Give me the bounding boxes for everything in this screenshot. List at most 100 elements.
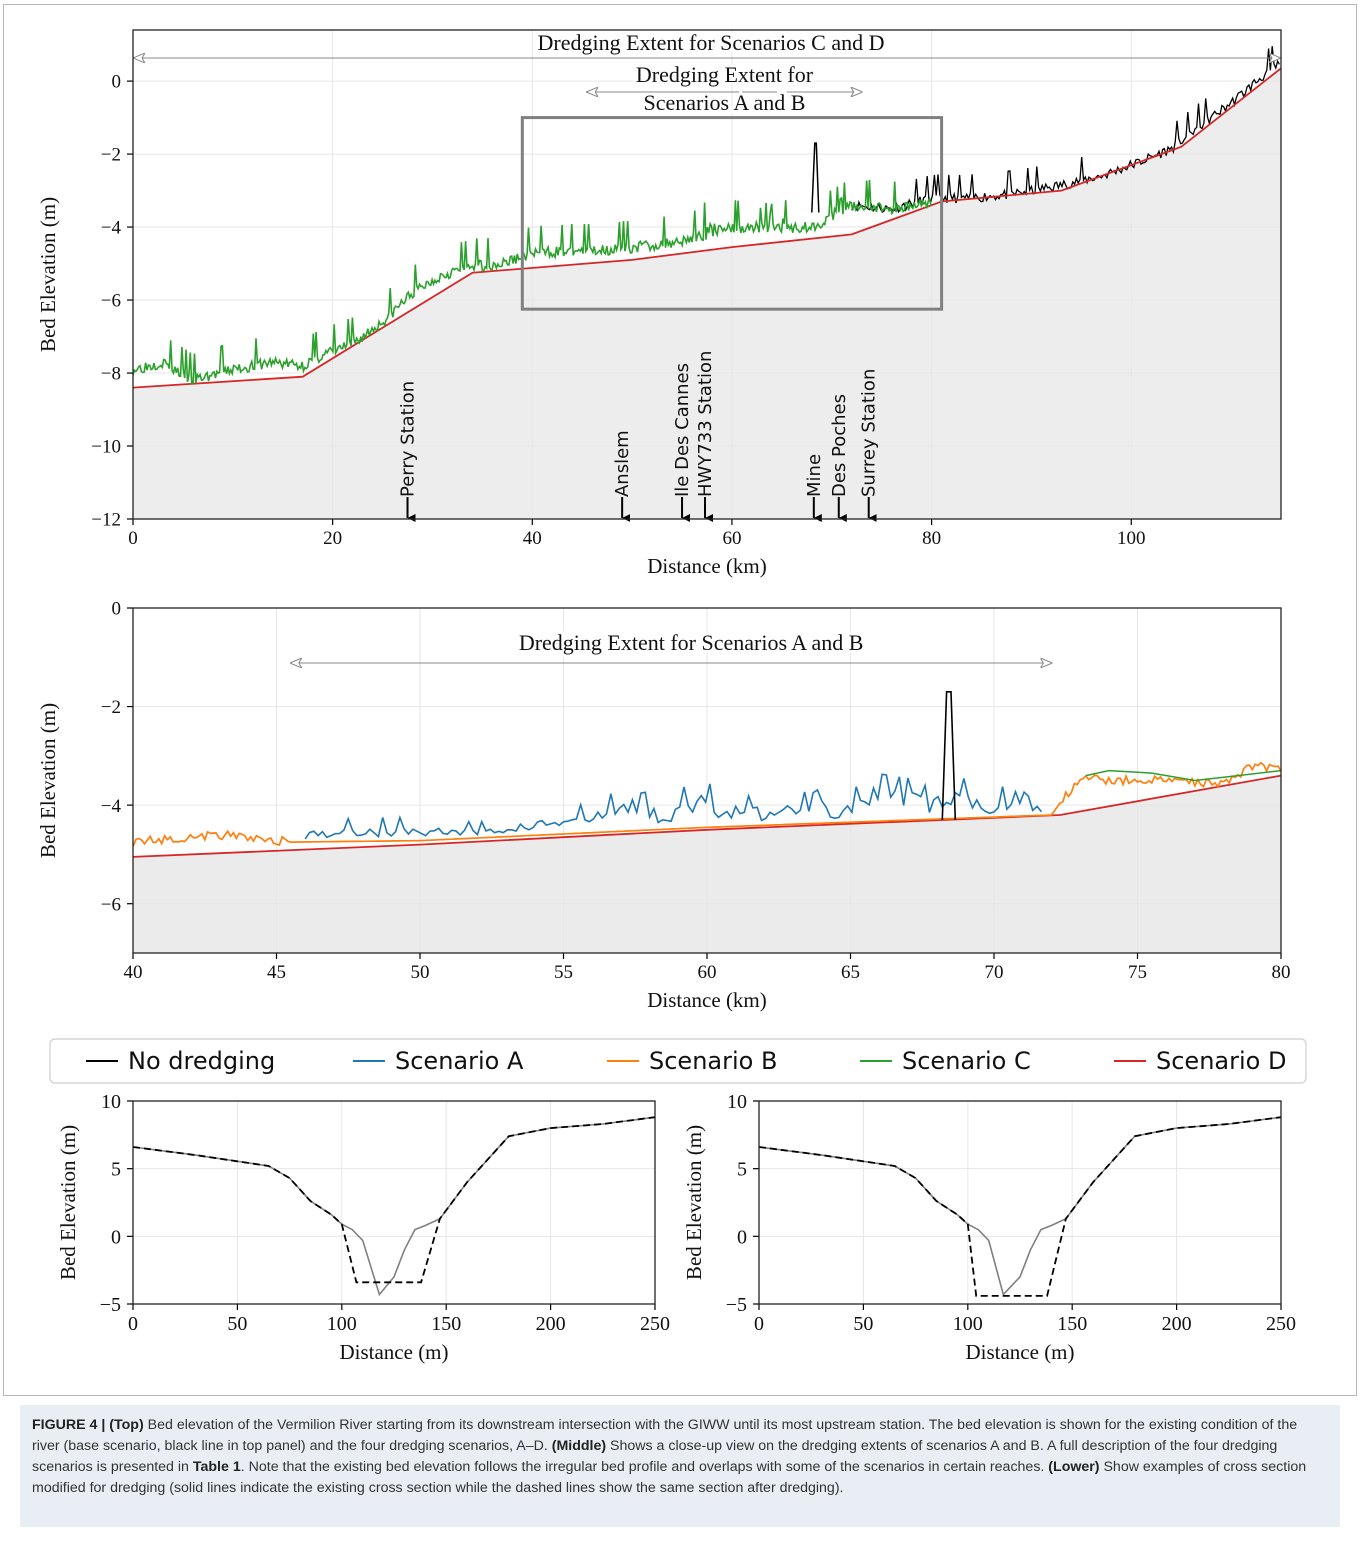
x-axis-label: Distance (m) [965, 1340, 1074, 1364]
x-tick-label: 150 [431, 1313, 461, 1335]
y-tick-label: 5 [737, 1159, 747, 1181]
y-tick-label: −6 [101, 291, 121, 312]
plot-frame [132, 1100, 656, 1305]
y-tick-label: 0 [111, 1226, 121, 1248]
station-label: Surrey Station [859, 369, 880, 497]
x-tick-label: 0 [128, 1313, 138, 1335]
y-tick-label: −2 [101, 145, 121, 166]
series-scenario-a-line [304, 773, 1043, 840]
y-tick-label: 0 [112, 72, 122, 93]
x-tick-label: 250 [640, 1313, 670, 1335]
plot-frame [758, 1100, 1282, 1305]
legend-label: Scenario B [649, 1047, 777, 1075]
top-panel: 0 20 40 60 80 100 0 −2 −4 −6 −8 −10 −12 Distance (km)… [36, 27, 1282, 578]
x-tick-label: 0 [128, 528, 138, 549]
legend-label: Scenario C [902, 1047, 1031, 1075]
y-axis-label: Bed Elevation (m) [36, 197, 60, 352]
plot-frame [132, 607, 1282, 954]
legend-label: Scenario A [395, 1047, 524, 1075]
caption-lower-text: Show examples of cross section modified … [32, 1459, 1307, 1496]
x-tick-label: 200 [1162, 1313, 1192, 1335]
y-tick-label: −6 [101, 894, 121, 915]
x-tick-label: 250 [1266, 1313, 1296, 1335]
plot-frame [132, 29, 1282, 520]
series-no-dredging-spike-line [941, 690, 957, 820]
y-tick-label: 10 [727, 1091, 747, 1113]
extent-label-cd: Dredging Extent for Scenarios C and D [537, 30, 884, 55]
x-tick-label: 65 [841, 962, 860, 983]
y-tick-label: 0 [737, 1226, 747, 1248]
legend-label: Scenario D [1156, 1047, 1286, 1075]
bed-fill [133, 68, 1281, 520]
x-tick-label: 60 [722, 528, 741, 549]
middle-panel: 40 45 50 55 60 65 70 75 80 0 −2 −4 −6 Distance (km) Be… [36, 599, 1291, 1012]
y-tick-label: 5 [111, 1159, 121, 1181]
x-tick-label: 100 [327, 1313, 357, 1335]
x-tick-label: 0 [754, 1313, 764, 1335]
series-existing-line [132, 1116, 656, 1297]
x-tick-label: 45 [267, 962, 286, 983]
y-tick-label: −8 [101, 364, 121, 385]
x-tick-label: 200 [536, 1313, 566, 1335]
y-tick-label: −2 [101, 697, 121, 718]
caption-middle-text-2: . Note that the existing bed elevation f… [240, 1459, 1049, 1475]
bed-fill-group [133, 68, 1281, 520]
station-label: Anslem [612, 430, 633, 497]
x-tick-label: 80 [922, 528, 941, 549]
y-tick-label: −4 [101, 796, 122, 817]
legend-box [49, 1038, 1307, 1084]
station-label: Ile Des Cannes [672, 363, 693, 497]
series-dredged-line [758, 1116, 1282, 1297]
x-tick-label: 100 [1117, 528, 1146, 549]
legend: No dredging Scenario A Scenario B Scenario … [49, 1038, 1307, 1084]
x-tick-label: 50 [227, 1313, 247, 1335]
x-tick-label: 150 [1057, 1313, 1087, 1335]
x-tick-label: 80 [1272, 962, 1291, 983]
extent-label-ab-line: Dredging Extent for [636, 62, 814, 87]
x-tick-label: 60 [698, 962, 717, 983]
caption-lower-label: (Lower) [1048, 1459, 1100, 1475]
y-tick-label: −10 [91, 437, 121, 458]
x-axis-label: Distance (m) [339, 1340, 448, 1364]
y-tick-label: 10 [101, 1091, 121, 1113]
lower-right-panel: 0 50 100 150 200 250 −5 0 5 10 Distance (m) Bed Ele… [682, 1091, 1296, 1364]
caption-middle-text-1: Shows a close-up view on the dredging ex… [32, 1438, 1278, 1475]
series-no-dredging-line [851, 46, 1280, 214]
station-label: Perry Station [398, 381, 419, 497]
x-axis-label: Distance (km) [647, 988, 767, 1012]
series-no-dredging-spike-line [811, 142, 820, 213]
x-tick-label: 40 [124, 962, 143, 983]
station-label: HWY733 Station [695, 351, 716, 497]
y-axis-label: Bed Elevation (m) [36, 703, 60, 858]
x-tick-label: 55 [554, 962, 573, 983]
legend-label: No dredging [128, 1047, 275, 1075]
series-dredged-line [132, 1116, 656, 1284]
extent-label-ab: Dredging Extent for Scenarios A and B [519, 630, 864, 655]
series-scenario-d-line [132, 774, 1282, 858]
x-tick-label: 100 [953, 1313, 983, 1335]
extent-label-ab-line: Scenarios A and B [644, 90, 806, 115]
y-axis-label: Bed Elevation (m) [56, 1125, 80, 1280]
y-tick-label: −4 [101, 218, 122, 239]
series-scenario-d-line [132, 67, 1282, 389]
y-tick-label: −5 [100, 1294, 121, 1316]
lower-left-panel: 0 50 100 150 200 250 −5 0 5 10 Distance (m) Bed Ele… [56, 1091, 670, 1364]
caption-top-label: (Top) [109, 1417, 144, 1433]
series-scenario-c-line [132, 180, 932, 385]
series-existing-line [758, 1116, 1282, 1297]
x-tick-label: 20 [323, 528, 342, 549]
y-axis-label: Bed Elevation (m) [682, 1125, 706, 1280]
y-tick-label: −12 [91, 510, 121, 531]
series-scenario-c-line [1085, 769, 1282, 782]
caption-top-text: Bed elevation of the Vermilion River sta… [32, 1417, 1298, 1454]
x-tick-label: 50 [411, 962, 430, 983]
inset-box [520, 116, 944, 311]
caption-middle-label: (Middle) [551, 1438, 607, 1454]
x-axis-label: Distance (km) [647, 554, 767, 578]
station-label: Mine [804, 454, 825, 497]
y-tick-label: 0 [112, 599, 122, 620]
x-tick-label: 40 [523, 528, 542, 549]
caption-table-ref: Table 1 [192, 1459, 241, 1475]
series-scenario-b-line [132, 761, 1282, 847]
